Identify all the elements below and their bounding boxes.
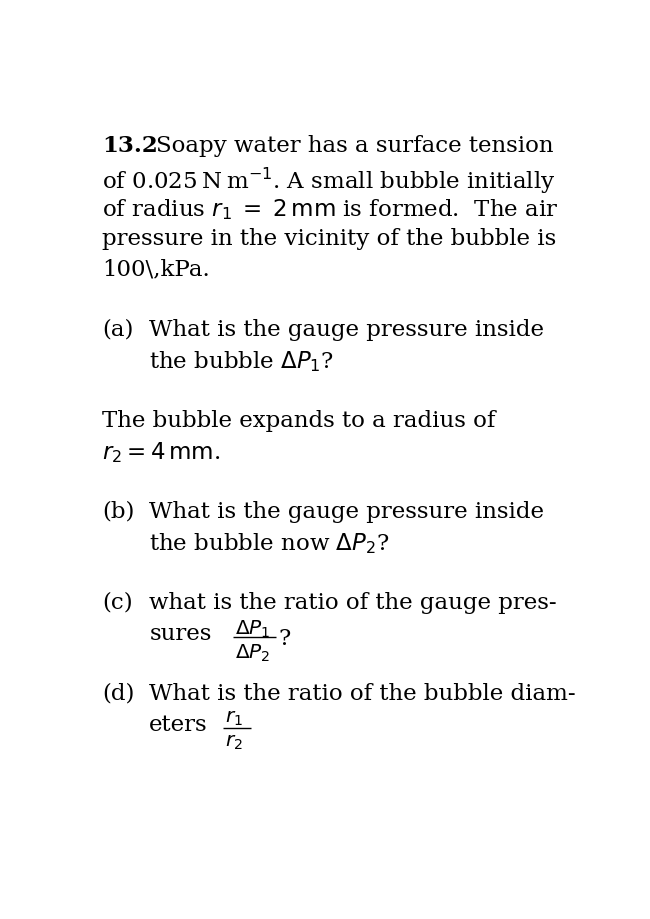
Text: What is the gauge pressure inside: What is the gauge pressure inside <box>150 318 544 340</box>
Text: of radius $r_1\;=\;2\,\mathrm{mm}$ is formed.  The air: of radius $r_1\;=\;2\,\mathrm{mm}$ is fo… <box>103 197 559 221</box>
Text: What is the ratio of the bubble diam-: What is the ratio of the bubble diam- <box>150 682 576 704</box>
Text: $r_2 = 4\,\mathrm{mm}$.: $r_2 = 4\,\mathrm{mm}$. <box>103 440 221 465</box>
Text: pressure in the vicinity of the bubble is: pressure in the vicinity of the bubble i… <box>103 227 556 249</box>
Text: the bubble $\Delta P_1$?: the bubble $\Delta P_1$? <box>150 349 334 374</box>
Text: (b): (b) <box>103 500 135 522</box>
Text: The bubble expands to a radius of: The bubble expands to a radius of <box>103 409 496 431</box>
Text: sures: sures <box>150 622 212 644</box>
Text: What is the gauge pressure inside: What is the gauge pressure inside <box>150 500 544 522</box>
Text: $\Delta P_2$: $\Delta P_2$ <box>235 641 270 663</box>
Text: (c): (c) <box>103 591 133 613</box>
Text: Soapy water has a surface tension: Soapy water has a surface tension <box>156 135 553 157</box>
Text: 100\,kPa.: 100\,kPa. <box>103 258 210 280</box>
Text: eters: eters <box>150 713 208 735</box>
Text: $r_2$: $r_2$ <box>225 732 242 752</box>
Text: what is the ratio of the gauge pres-: what is the ratio of the gauge pres- <box>150 591 557 613</box>
Text: of 0.025 N m$^{-1}$. A small bubble initially: of 0.025 N m$^{-1}$. A small bubble init… <box>103 165 556 196</box>
Text: (d): (d) <box>103 682 135 704</box>
Text: (a): (a) <box>103 318 134 340</box>
Text: $r_1$: $r_1$ <box>225 709 242 728</box>
Text: 13.2: 13.2 <box>103 135 158 157</box>
Text: the bubble now $\Delta P_2$?: the bubble now $\Delta P_2$? <box>150 531 389 556</box>
Text: $\Delta P_1$: $\Delta P_1$ <box>235 618 270 639</box>
Text: ?: ? <box>278 628 291 650</box>
